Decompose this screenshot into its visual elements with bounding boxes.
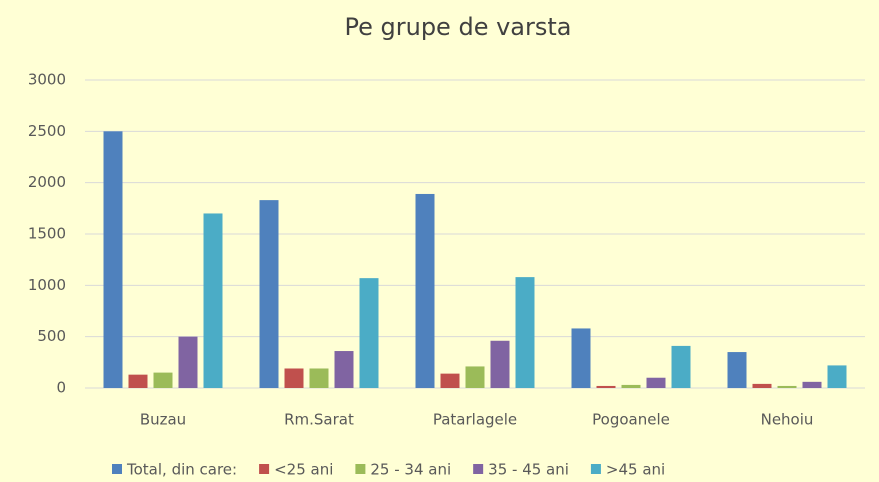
bar xyxy=(827,365,847,388)
legend-label: Total, din care: xyxy=(126,461,237,479)
legend-label: 35 - 45 ani xyxy=(488,461,569,479)
bar xyxy=(259,200,279,388)
bar xyxy=(571,328,591,388)
x-tick-label: Pogoanele xyxy=(592,411,670,429)
legend-swatch xyxy=(355,464,366,474)
legend-swatch xyxy=(259,464,270,474)
x-tick-label: Patarlagele xyxy=(433,411,517,429)
bar xyxy=(465,366,485,388)
legend-label: 25 - 34 ani xyxy=(370,461,451,479)
bar xyxy=(178,336,198,388)
bar xyxy=(752,383,772,388)
bar xyxy=(203,213,223,388)
x-tick-label: Nehoiu xyxy=(761,411,814,429)
y-tick-label: 3000 xyxy=(28,71,66,89)
bar xyxy=(671,345,691,388)
bar xyxy=(515,277,535,388)
bar xyxy=(153,372,173,388)
legend-label: >45 ani xyxy=(606,461,665,479)
y-tick-label: 1000 xyxy=(28,276,66,294)
bar xyxy=(596,385,616,388)
legend-swatch xyxy=(112,464,122,474)
legend-label: <25 ani xyxy=(274,461,333,479)
x-tick-label: Rm.Sarat xyxy=(284,411,354,429)
x-tick-label: Buzau xyxy=(140,411,186,429)
chart-title: Pe grupe de varsta xyxy=(345,13,572,41)
bar xyxy=(490,340,510,388)
bar xyxy=(284,368,304,388)
bar xyxy=(802,381,822,388)
legend-swatch xyxy=(590,464,601,474)
y-tick-label: 1500 xyxy=(28,225,66,243)
y-tick-label: 0 xyxy=(56,379,66,397)
bar xyxy=(646,377,666,388)
bar xyxy=(103,131,123,389)
bar xyxy=(309,368,329,388)
bar xyxy=(727,352,747,388)
bar xyxy=(128,374,148,388)
y-tick-label: 2500 xyxy=(28,122,66,140)
bar xyxy=(359,278,379,388)
y-tick-label: 500 xyxy=(37,327,66,345)
y-tick-label: 2000 xyxy=(28,173,66,191)
bar xyxy=(621,384,641,388)
bar xyxy=(777,385,797,388)
bar xyxy=(415,193,435,388)
bar xyxy=(334,351,354,388)
legend-swatch xyxy=(473,464,484,474)
bar xyxy=(440,373,460,388)
